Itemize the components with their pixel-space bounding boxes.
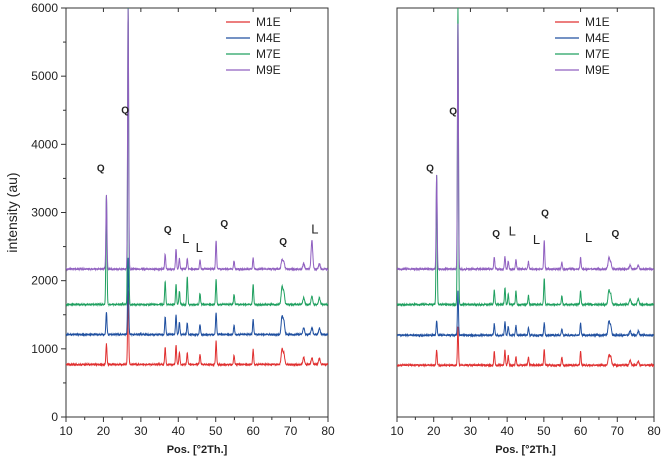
y-tick-label: 3000	[31, 206, 58, 220]
series-line-m4e	[397, 290, 654, 338]
series-line-m1e	[397, 326, 654, 368]
y-tick-label: 1000	[31, 342, 58, 356]
x-tick-label: 20	[97, 424, 111, 438]
series-line-m1e	[66, 290, 328, 368]
peak-annotation: Q	[279, 237, 287, 248]
x-tick-label: 30	[134, 424, 148, 438]
peak-annotation: Q	[612, 229, 620, 240]
y-tick-label: 5000	[31, 69, 58, 83]
legend-label: M1E	[585, 15, 610, 29]
x-tick-label: 80	[647, 424, 661, 438]
peak-annotation: L	[509, 224, 516, 239]
y-axis-title: intensity (au)	[4, 172, 20, 252]
legend-label: M7E	[256, 47, 281, 61]
x-tick-label: 50	[537, 424, 551, 438]
y-tick-label: 4000	[31, 137, 58, 151]
peak-annotation: Q	[97, 164, 105, 175]
x-axis-title: Pos. [°2Th.]	[495, 444, 556, 456]
series-line-m7e	[397, 8, 654, 308]
series-line-m7e	[66, 8, 328, 308]
series-line-m4e	[66, 257, 328, 338]
peak-annotation: Q	[492, 229, 500, 240]
x-tick-label: 30	[464, 424, 478, 438]
legend-label: M4E	[585, 31, 610, 45]
x-tick-label: 60	[574, 424, 588, 438]
peak-annotation: L	[585, 230, 592, 245]
peak-annotation: Q	[164, 225, 172, 236]
x-tick-label: 40	[500, 424, 514, 438]
peak-annotation: Q	[541, 209, 549, 220]
legend-label: M7E	[585, 47, 610, 61]
series-line-m9e	[397, 23, 654, 272]
plot-frame	[396, 7, 655, 418]
y-tick-label: 2000	[31, 274, 58, 288]
peak-annotation: Q	[220, 219, 228, 230]
peak-annotation: L	[533, 232, 540, 247]
x-tick-label: 10	[59, 424, 73, 438]
legend-label: M9E	[256, 63, 281, 77]
peak-annotation: L	[182, 231, 189, 246]
x-tick-label: 20	[427, 424, 441, 438]
x-tick-label: 50	[209, 424, 223, 438]
series-line-m9e	[66, 8, 328, 272]
x-tick-label: 60	[246, 424, 260, 438]
peak-annotation: Q	[426, 164, 434, 175]
x-tick-label: 10	[390, 424, 404, 438]
x-tick-label: 70	[284, 424, 298, 438]
legend-label: M4E	[256, 31, 281, 45]
xrd-panel-left: 10 20 30 40 50 60 70 80 0 1000 2000 3000 4000 5000 600…	[4, 1, 335, 456]
peak-annotation: Q	[121, 106, 129, 117]
peak-annotation: L	[196, 240, 203, 255]
legend-label: M9E	[585, 63, 610, 77]
x-axis-title: Pos. [°2Th.]	[167, 444, 228, 456]
peak-annotation: L	[311, 222, 318, 237]
x-tick-label: 40	[172, 424, 186, 438]
peak-annotation: Q	[449, 106, 457, 117]
x-tick-label: 70	[611, 424, 625, 438]
legend-label: M1E	[256, 15, 281, 29]
y-tick-label: 0	[51, 410, 58, 424]
y-tick-label: 6000	[31, 1, 58, 15]
x-tick-label: 80	[321, 424, 335, 438]
